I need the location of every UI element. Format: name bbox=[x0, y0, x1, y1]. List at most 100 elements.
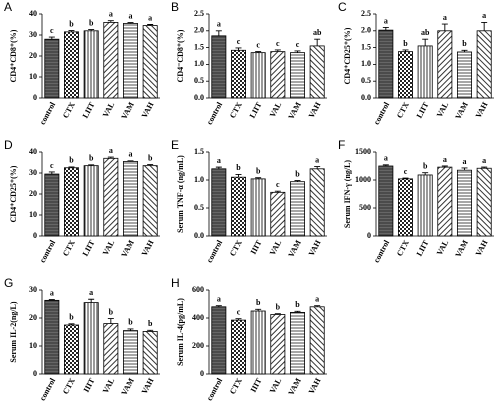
significance-letter: a bbox=[482, 156, 486, 165]
error-bar bbox=[235, 318, 242, 321]
bar bbox=[44, 299, 60, 375]
x-tick-label: LIIT bbox=[415, 238, 431, 258]
error-bar bbox=[88, 298, 95, 303]
error-bar bbox=[68, 30, 75, 32]
bar bbox=[476, 30, 492, 99]
x-tick-label: VAH bbox=[140, 376, 156, 396]
error-bar bbox=[147, 329, 154, 332]
bar bbox=[231, 49, 246, 99]
error-bar bbox=[107, 20, 114, 23]
bar bbox=[83, 165, 99, 237]
bar bbox=[142, 165, 158, 237]
error-bar bbox=[255, 177, 262, 179]
significance-letter: a bbox=[89, 288, 93, 297]
y-tick-label: 1000 bbox=[355, 175, 371, 184]
y-tick-label: 40 bbox=[29, 147, 37, 156]
significance-letter: b bbox=[69, 156, 74, 165]
bar bbox=[457, 169, 472, 237]
panel-label: G bbox=[4, 276, 13, 290]
y-tick-label: 2.0 bbox=[361, 26, 371, 35]
bar bbox=[378, 29, 394, 99]
bar bbox=[103, 323, 119, 375]
y-tick-label: 10 bbox=[29, 341, 37, 350]
y-tick-label: 1.5 bbox=[194, 147, 204, 156]
error-bar bbox=[294, 310, 301, 313]
x-tick-label: CTX bbox=[61, 238, 77, 257]
error-bar bbox=[127, 22, 134, 24]
bar bbox=[64, 324, 79, 375]
y-tick-label: 0.5 bbox=[361, 76, 371, 85]
x-tick-label: IIIT bbox=[249, 238, 264, 256]
error-bar bbox=[88, 29, 95, 31]
y-tick-label: 20 bbox=[29, 313, 37, 322]
x-tick-label: CTX bbox=[228, 238, 244, 257]
y-tick-label: 0.5 bbox=[194, 203, 204, 212]
y-tick-label: 2.0 bbox=[194, 26, 204, 35]
bar bbox=[211, 168, 227, 237]
error-bar bbox=[382, 26, 389, 31]
significance-letter: a bbox=[315, 295, 319, 304]
x-tick-label: CTX bbox=[395, 238, 411, 257]
y-axis-label: CD4⁻CD8⁺(%) bbox=[176, 29, 185, 82]
x-tick-label: LIIT bbox=[415, 100, 431, 120]
y-tick-label: 1.0 bbox=[361, 59, 371, 68]
y-tick-label: 0 bbox=[367, 231, 371, 240]
error-bar bbox=[422, 172, 429, 175]
significance-letter: a bbox=[217, 295, 221, 304]
significance-letter: a bbox=[463, 157, 467, 166]
panel-label: B bbox=[171, 0, 179, 14]
bar bbox=[270, 191, 286, 237]
bar bbox=[142, 331, 158, 375]
y-tick-label: 0 bbox=[200, 369, 204, 378]
x-tick-label: LIIT bbox=[81, 100, 97, 120]
y-tick-label: 10 bbox=[29, 72, 37, 81]
bar bbox=[417, 45, 433, 99]
y-tick-label: 500 bbox=[359, 203, 371, 212]
bar bbox=[231, 319, 246, 375]
y-tick-label: 2.5 bbox=[194, 9, 204, 18]
bar bbox=[103, 21, 119, 99]
error-bar bbox=[461, 167, 468, 171]
error-bar bbox=[107, 156, 114, 159]
y-tick-label: 1500 bbox=[355, 147, 371, 156]
significance-letter: c bbox=[237, 308, 241, 317]
bar bbox=[44, 38, 60, 99]
bar bbox=[290, 52, 305, 99]
y-tick-label: 0.0 bbox=[361, 93, 371, 102]
x-tick-label: control bbox=[205, 376, 225, 402]
significance-letter: a bbox=[109, 10, 113, 19]
y-tick-label: 1.0 bbox=[194, 175, 204, 184]
x-tick-label: IIIT bbox=[82, 376, 97, 394]
y-axis-label: Serum IL-2(ng/L) bbox=[9, 301, 18, 362]
significance-letter: b bbox=[295, 169, 300, 178]
error-bar bbox=[48, 171, 55, 175]
y-tick-label: 1.5 bbox=[361, 42, 371, 51]
x-tick-label: control bbox=[372, 238, 392, 264]
x-tick-label: control bbox=[205, 238, 225, 264]
x-tick-label: CTX bbox=[228, 100, 244, 119]
significance-letter: b bbox=[148, 153, 153, 162]
significance-letter: c bbox=[276, 180, 280, 189]
bar bbox=[83, 30, 99, 99]
panel-label: A bbox=[4, 0, 12, 14]
significance-letter: a bbox=[148, 13, 152, 22]
significance-letter: c bbox=[296, 40, 300, 49]
y-tick-label: 0 bbox=[33, 231, 37, 240]
x-tick-label: CTX bbox=[395, 100, 411, 119]
significance-letter: b bbox=[256, 298, 261, 307]
y-axis-label: Serum TNF-α (ng/mL) bbox=[176, 155, 185, 233]
bar bbox=[64, 167, 79, 237]
error-bar bbox=[147, 24, 154, 26]
error-bar bbox=[382, 164, 389, 166]
error-bar bbox=[215, 305, 222, 307]
y-tick-label: 20 bbox=[29, 189, 37, 198]
bar bbox=[290, 181, 305, 237]
bar bbox=[270, 51, 286, 99]
bar bbox=[231, 176, 246, 237]
error-bar bbox=[107, 318, 114, 324]
y-axis-label: CD4⁺CD25⁺(%) bbox=[9, 165, 18, 222]
y-tick-label: 30 bbox=[29, 30, 37, 39]
x-tick-label: VAL bbox=[101, 377, 116, 395]
significance-letter: a bbox=[315, 155, 319, 164]
bar bbox=[211, 306, 227, 375]
